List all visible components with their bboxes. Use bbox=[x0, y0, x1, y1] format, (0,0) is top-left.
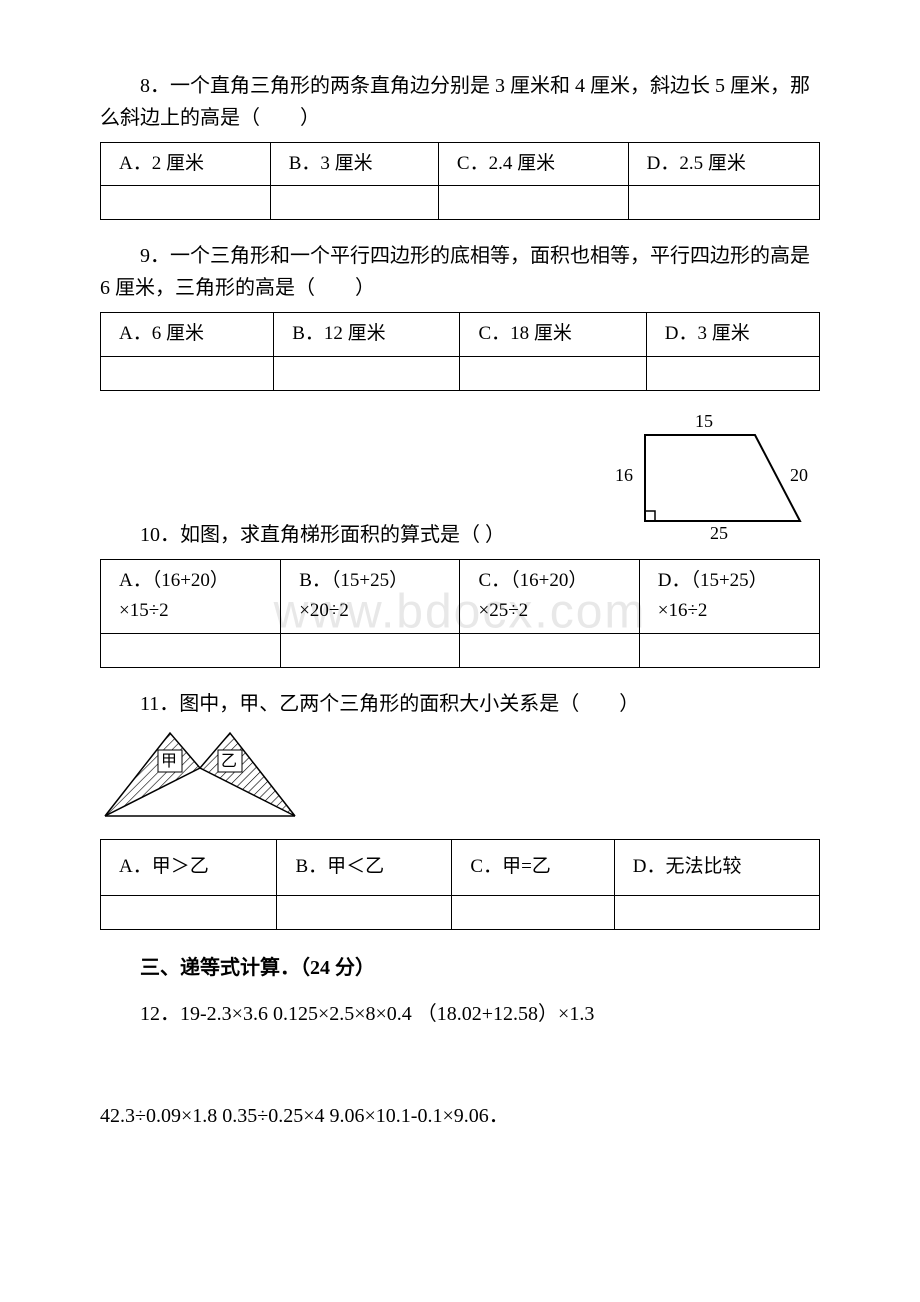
option-c: C．（16+20）×25÷2 bbox=[460, 559, 639, 633]
trapezoid-figure: 15 16 20 25 bbox=[605, 411, 820, 551]
question-11-text: 11．图中，甲、乙两个三角形的面积大小关系是（ ） bbox=[100, 688, 820, 720]
option-c: C．18 厘米 bbox=[460, 313, 646, 356]
answer-cell bbox=[270, 186, 438, 220]
table-row bbox=[101, 633, 820, 667]
option-d: D．（15+25）×16÷2 bbox=[639, 559, 819, 633]
triangle-label-right: 乙 bbox=[221, 753, 237, 770]
calc-line-1: 12．19-2.3×3.6 0.125×2.5×8×0.4 （18.02+12.… bbox=[100, 998, 820, 1030]
option-a: A．2 厘米 bbox=[101, 143, 271, 186]
answer-cell bbox=[438, 186, 628, 220]
trapezoid-right-label: 20 bbox=[790, 465, 808, 485]
calc-line-2: 42.3÷0.09×1.8 0.35÷0.25×4 9.06×10.1-0.1×… bbox=[100, 1100, 820, 1132]
option-c: C．2.4 厘米 bbox=[438, 143, 628, 186]
answer-cell bbox=[274, 356, 460, 390]
option-b: B．12 厘米 bbox=[274, 313, 460, 356]
answer-cell bbox=[101, 895, 277, 929]
trapezoid-bottom-label: 25 bbox=[710, 523, 728, 541]
answer-cell bbox=[101, 356, 274, 390]
question-8-table: A．2 厘米 B．3 厘米 C．2.4 厘米 D．2.5 厘米 bbox=[100, 142, 820, 220]
question-11-table: A．甲＞乙 B．甲＜乙 C．甲=乙 D．无法比较 bbox=[100, 839, 820, 930]
question-10-table: A．（16+20）×15÷2 B．（15+25）×20÷2 C．（16+20）×… bbox=[100, 559, 820, 668]
option-b: B．（15+25）×20÷2 bbox=[281, 559, 460, 633]
question-9-table: A．6 厘米 B．12 厘米 C．18 厘米 D．3 厘米 bbox=[100, 312, 820, 390]
table-row bbox=[101, 186, 820, 220]
answer-cell bbox=[614, 895, 819, 929]
option-b: B．甲＜乙 bbox=[277, 839, 452, 895]
option-d: D．2.5 厘米 bbox=[628, 143, 819, 186]
answer-cell bbox=[101, 633, 281, 667]
table-row bbox=[101, 895, 820, 929]
answer-cell bbox=[460, 356, 646, 390]
question-8-text: 8．一个直角三角形的两条直角边分别是 3 厘米和 4 厘米，斜边长 5 厘米，那… bbox=[100, 70, 820, 134]
option-d: D．无法比较 bbox=[614, 839, 819, 895]
answer-cell bbox=[639, 633, 819, 667]
option-a: A．6 厘米 bbox=[101, 313, 274, 356]
option-b: B．3 厘米 bbox=[270, 143, 438, 186]
table-row: A．（16+20）×15÷2 B．（15+25）×20÷2 C．（16+20）×… bbox=[101, 559, 820, 633]
option-d: D．3 厘米 bbox=[646, 313, 819, 356]
section-3-title: 三、递等式计算．（24 分） bbox=[100, 952, 820, 984]
answer-cell bbox=[452, 895, 614, 929]
table-row: A．2 厘米 B．3 厘米 C．2.4 厘米 D．2.5 厘米 bbox=[101, 143, 820, 186]
answer-cell bbox=[460, 633, 639, 667]
option-c: C．甲=乙 bbox=[452, 839, 614, 895]
question-9-text: 9．一个三角形和一个平行四边形的底相等，面积也相等，平行四边形的高是 6 厘米，… bbox=[100, 240, 820, 304]
answer-cell bbox=[101, 186, 271, 220]
trapezoid-top-label: 15 bbox=[695, 411, 713, 431]
table-row: A．甲＞乙 B．甲＜乙 C．甲=乙 D．无法比较 bbox=[101, 839, 820, 895]
table-row: A．6 厘米 B．12 厘米 C．18 厘米 D．3 厘米 bbox=[101, 313, 820, 356]
option-a: A．（16+20）×15÷2 bbox=[101, 559, 281, 633]
table-row bbox=[101, 356, 820, 390]
answer-cell bbox=[646, 356, 819, 390]
answer-cell bbox=[277, 895, 452, 929]
triangles-figure: 甲 乙 bbox=[100, 728, 820, 833]
question-10-text: 10．如图，求直角梯形面积的算式是（ ） bbox=[100, 519, 505, 551]
option-a: A．甲＞乙 bbox=[101, 839, 277, 895]
answer-cell bbox=[281, 633, 460, 667]
trapezoid-left-label: 16 bbox=[615, 465, 633, 485]
triangle-label-left: 甲 bbox=[161, 753, 177, 770]
answer-cell bbox=[628, 186, 819, 220]
